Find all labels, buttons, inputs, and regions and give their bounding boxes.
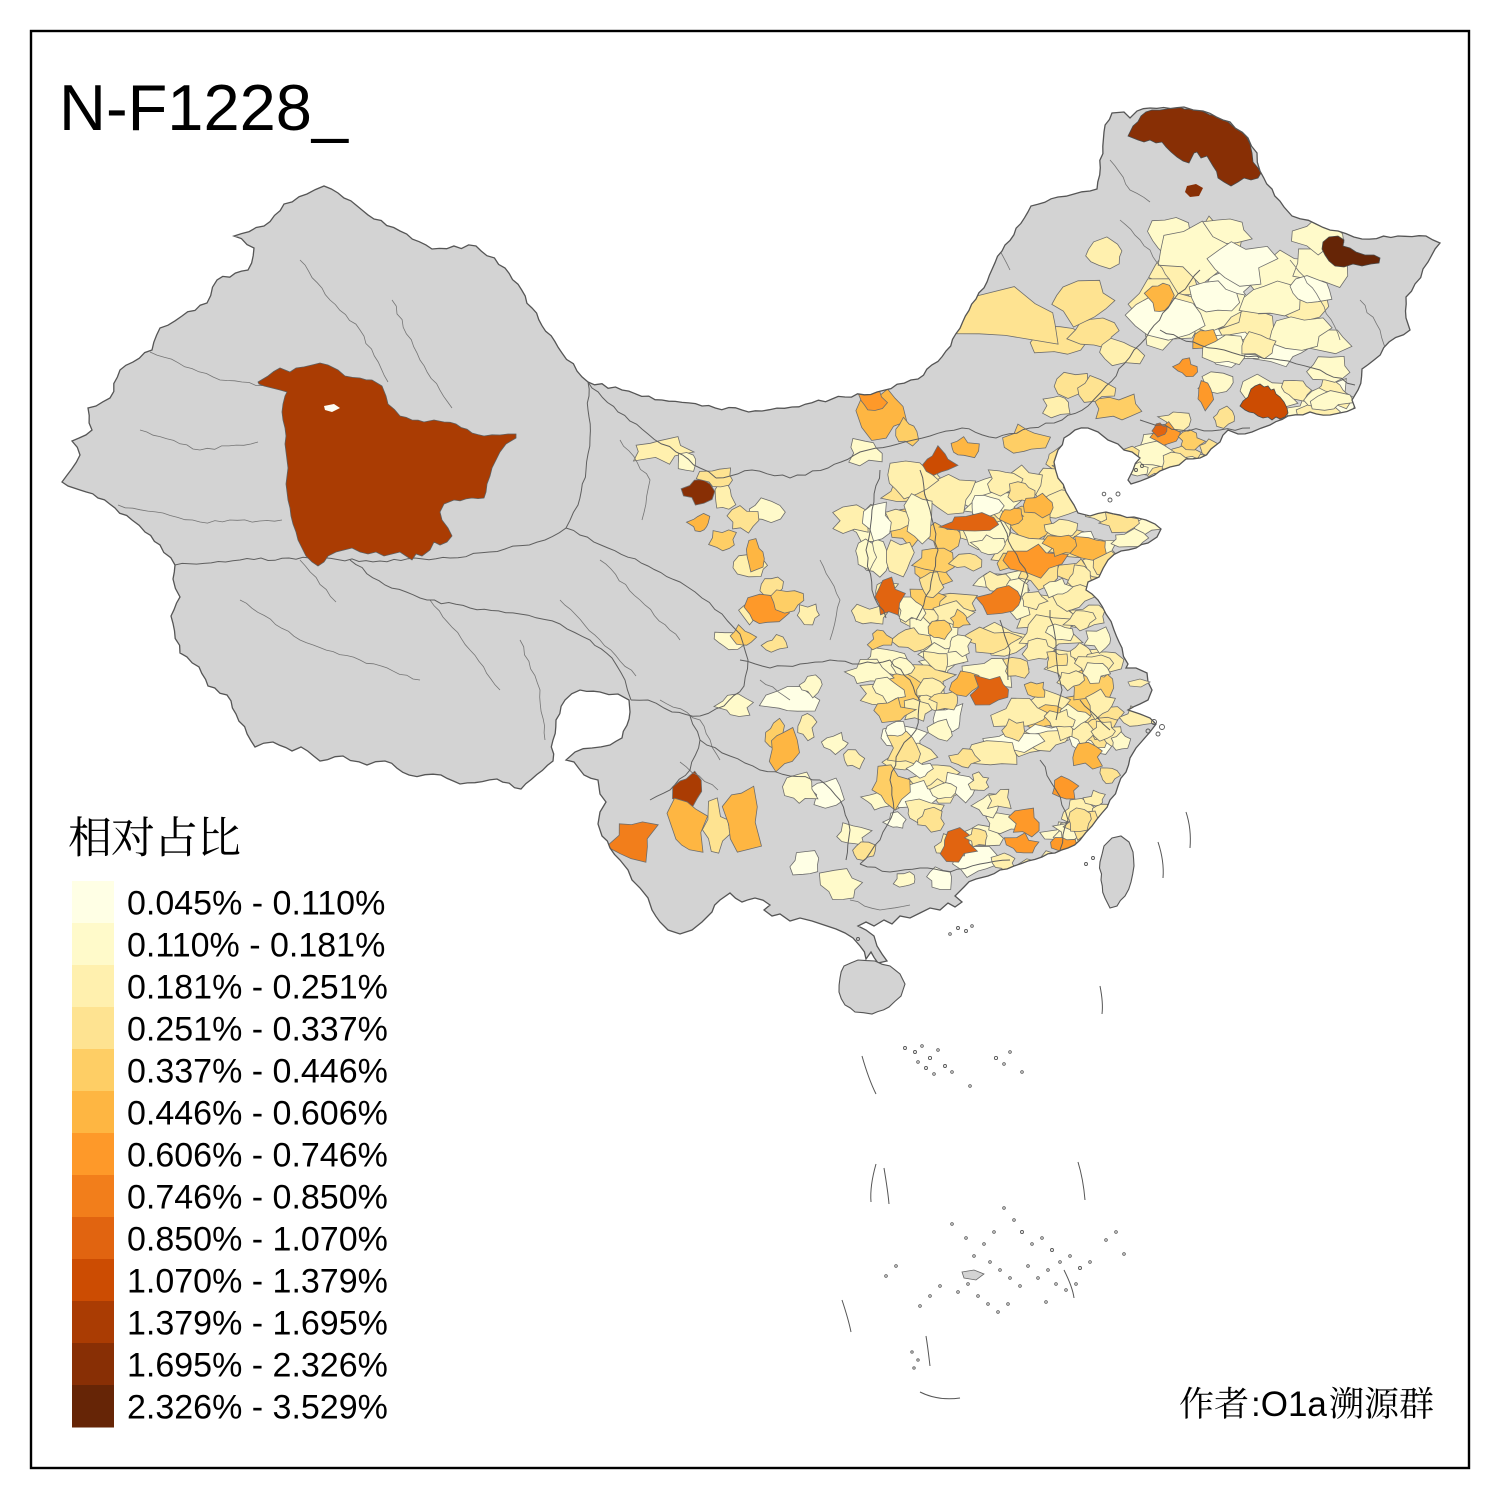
- svg-text:1.379% - 1.695%: 1.379% - 1.695%: [127, 1305, 388, 1343]
- svg-text:0.850% - 1.070%: 0.850% - 1.070%: [127, 1221, 388, 1259]
- svg-text:0.251% - 0.337%: 0.251% - 0.337%: [127, 1011, 388, 1049]
- svg-text::O1a: :O1a: [1251, 1385, 1327, 1424]
- svg-text:0.746% - 0.850%: 0.746% - 0.850%: [127, 1179, 388, 1217]
- svg-text:0.181% - 0.251%: 0.181% - 0.251%: [127, 969, 388, 1007]
- svg-text:1.070% - 1.379%: 1.070% - 1.379%: [127, 1263, 388, 1301]
- svg-text:0.110% - 0.181%: 0.110% - 0.181%: [127, 927, 385, 965]
- svg-text:0.337% - 0.446%: 0.337% - 0.446%: [127, 1053, 388, 1091]
- svg-text:0.446% - 0.606%: 0.446% - 0.606%: [127, 1095, 388, 1133]
- svg-text:1.695% - 2.326%: 1.695% - 2.326%: [127, 1347, 388, 1385]
- svg-text:0.606% - 0.746%: 0.606% - 0.746%: [127, 1137, 388, 1175]
- svg-text:0.045% - 0.110%: 0.045% - 0.110%: [127, 885, 385, 923]
- svg-text:N-F1228_: N-F1228_: [59, 71, 349, 144]
- svg-text:2.326% - 3.529%: 2.326% - 3.529%: [127, 1389, 388, 1427]
